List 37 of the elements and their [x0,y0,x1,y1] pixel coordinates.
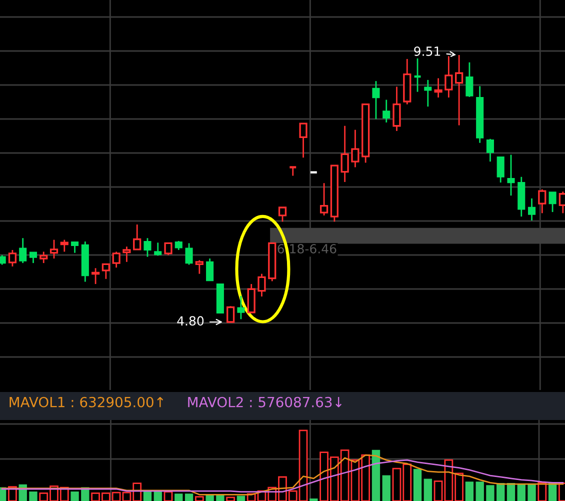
candlestick [518,176,526,218]
bar [174,494,183,501]
bar [236,496,246,501]
candlestick [434,78,442,98]
bar [194,496,204,501]
bar [424,478,432,501]
bar [517,484,526,501]
candlestick [288,166,298,176]
bar [226,496,236,501]
candlestick [507,154,515,196]
text: MAVOL1 : 632905.00↑ [10,396,164,408]
bar [528,484,536,501]
candlestick [424,79,432,108]
bar [476,482,484,501]
candlestick [81,240,89,282]
bar [538,482,547,501]
bar [465,482,474,501]
bar [496,483,505,501]
bar [382,475,390,501]
annotation: 9.51 [414,46,440,56]
candlestick [455,54,464,126]
candlestick [382,99,390,124]
candlestick [392,86,401,132]
bar [372,450,380,501]
candlestick [476,85,484,144]
bar [486,485,494,501]
text: MAVOL2 : 576087.63↓ [188,396,342,408]
bar [413,468,422,501]
candlestick [340,125,349,183]
bar [29,491,38,501]
bar [506,483,516,501]
bar [184,494,194,501]
candlestick [444,55,453,98]
bar [216,495,224,501]
candlestick [528,198,536,222]
annotation: 4.80 [177,316,204,326]
bar [70,491,79,501]
